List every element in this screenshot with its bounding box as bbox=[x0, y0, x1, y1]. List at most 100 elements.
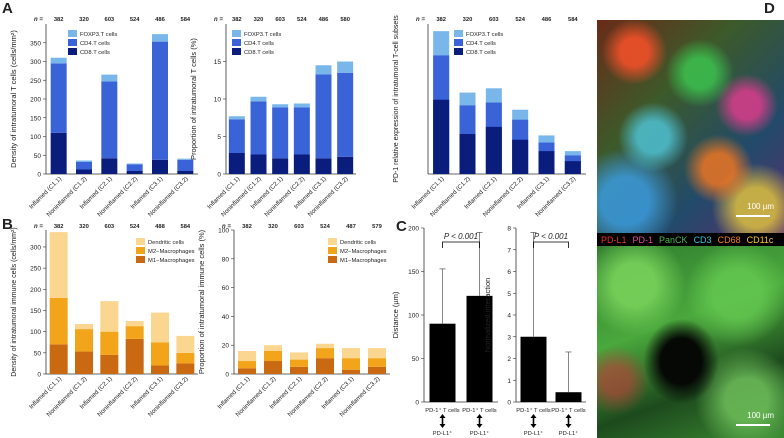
a1-n-1: 320 bbox=[79, 17, 89, 23]
c1-arrowhead-down-0 bbox=[439, 424, 446, 428]
b2-ytick-label-2: 40 bbox=[222, 314, 230, 321]
a2-legend-label-2: CD8.T cells bbox=[244, 50, 274, 56]
a2-bar-1-5 bbox=[337, 72, 354, 157]
a3-bar-2-0 bbox=[433, 99, 450, 174]
c2-ytick-label-5: 5 bbox=[507, 291, 511, 298]
a1-legend-label-0: FOXP3.T cells bbox=[80, 32, 117, 38]
b2-legend-label-0: Dendritic cells bbox=[340, 240, 376, 246]
a2-bar-2-2 bbox=[272, 104, 289, 108]
b1-ytick-label-6: 300 bbox=[30, 244, 41, 251]
b2-ytick-label-0: 0 bbox=[225, 372, 229, 379]
b2-n-prefix: n = bbox=[222, 224, 231, 230]
panel-label-c: C bbox=[396, 218, 407, 235]
b1-bar-0-1 bbox=[75, 351, 93, 374]
c1-bar-0 bbox=[429, 323, 456, 402]
c2-ytick-label-8: 8 bbox=[507, 226, 511, 233]
a3-legend-label-1: CD4.T cells bbox=[466, 41, 496, 47]
b1-n-1: 320 bbox=[79, 224, 89, 230]
a3-legend-label-2: CD8.T cells bbox=[466, 50, 496, 56]
a3-bar-2-5 bbox=[564, 161, 581, 174]
c1-target-a-0: PD-L1⁺ bbox=[433, 430, 453, 437]
b1-ytick-label-3: 150 bbox=[30, 308, 41, 315]
b2-ytick-label-5: 100 bbox=[218, 228, 229, 235]
a1-legend-label-1: CD4.T cells bbox=[80, 41, 110, 47]
b1-bar-1-2 bbox=[100, 331, 119, 355]
c1-ylabel: Distance (µm) bbox=[391, 291, 400, 338]
panel-label-a: A bbox=[2, 0, 13, 17]
a2-n-prefix: n = bbox=[214, 17, 223, 23]
c2-arrowhead-up-0 bbox=[530, 414, 537, 418]
a1-legend-swatch-2 bbox=[68, 48, 77, 55]
c2-bar-0 bbox=[520, 336, 547, 402]
c1-target-a-1: PD-L1⁺ bbox=[470, 430, 490, 437]
a3-legend-swatch-2 bbox=[454, 48, 463, 55]
a2-n-1: 320 bbox=[254, 17, 264, 23]
c2-ylabel: Normalized interaction bbox=[483, 278, 492, 353]
c2-xlabel-1: PD-1⁺ T cells bbox=[551, 407, 586, 414]
a1-ytick-label-1: 50 bbox=[34, 153, 42, 160]
a1-n-5: 584 bbox=[180, 17, 190, 23]
a2-n-4: 486 bbox=[319, 17, 329, 23]
a1-bar-1-3 bbox=[126, 164, 143, 171]
a1-ytick-label-5: 250 bbox=[30, 78, 41, 85]
a1-bar-1-0 bbox=[50, 63, 67, 133]
b2-n-4: 487 bbox=[346, 224, 356, 230]
scale-label-bottom: 100 µm bbox=[747, 411, 774, 420]
c1-arrowhead-up-0 bbox=[439, 414, 446, 418]
b1-ytick-label-0: 0 bbox=[37, 372, 41, 379]
a1-bar-2-5 bbox=[177, 158, 194, 160]
c1-xlabel-1: PD-1⁺ T cells bbox=[462, 407, 497, 414]
a2-n-2: 603 bbox=[275, 17, 285, 23]
a2-bar-1-2 bbox=[272, 107, 289, 159]
a1-ytick-label-2: 100 bbox=[30, 134, 41, 141]
b1-legend-label-2: M1−Macrophages bbox=[148, 258, 195, 264]
scale-label-top: 100 µm bbox=[747, 202, 774, 211]
b1-bar-2-1 bbox=[75, 324, 93, 330]
a1-bar-2-0 bbox=[50, 57, 67, 64]
b1-legend-swatch-2 bbox=[136, 256, 145, 263]
c1-pvalue: P < 0.001 bbox=[444, 232, 478, 241]
b2-bar-2-3 bbox=[316, 343, 334, 349]
b1-ytick-label-1: 50 bbox=[34, 350, 42, 357]
a2-legend-swatch-1 bbox=[232, 39, 241, 46]
c2-arrowhead-down-0 bbox=[530, 424, 537, 428]
b2-n-1: 320 bbox=[268, 224, 278, 230]
b2-legend-swatch-2 bbox=[328, 256, 337, 263]
a1-bar-1-4 bbox=[152, 41, 168, 160]
a1-n-0: 382 bbox=[54, 17, 64, 23]
b2-bar-2-1 bbox=[264, 345, 282, 351]
c1-ytick-label-3: 150 bbox=[408, 269, 419, 276]
a2-legend-label-1: CD4.T cells bbox=[244, 41, 274, 47]
b2-n-2: 603 bbox=[294, 224, 304, 230]
b1-n-2: 603 bbox=[104, 224, 114, 230]
a3-legend-swatch-1 bbox=[454, 39, 463, 46]
b1-legend-label-1: M2−Macrophages bbox=[148, 249, 195, 255]
a1-n-4: 486 bbox=[155, 17, 165, 23]
b1-legend-label-0: Dendritic cells bbox=[148, 240, 184, 246]
c2-ytick-label-0: 0 bbox=[507, 400, 511, 407]
scale-bar-bottom bbox=[736, 424, 770, 426]
a1-bar-1-5 bbox=[177, 159, 194, 171]
a1-legend-swatch-0 bbox=[68, 30, 77, 37]
c1-arrowhead-down-1 bbox=[476, 424, 483, 428]
a1-bar-2-4 bbox=[152, 34, 168, 42]
a2-bar-0-0 bbox=[228, 153, 245, 174]
a2-ytick-label-0: 0 bbox=[217, 172, 221, 179]
b2-bar-2-4 bbox=[342, 348, 360, 359]
c1-ytick-label-0: 0 bbox=[415, 400, 419, 407]
c2-ytick-label-7: 7 bbox=[507, 247, 511, 254]
b1-bar-2-0 bbox=[49, 232, 68, 298]
b1-bar-0-5 bbox=[176, 363, 195, 374]
a2-bar-0-2 bbox=[272, 158, 289, 174]
a1-bar-2-1 bbox=[76, 160, 92, 162]
micro-image-bottom: 100 µm bbox=[597, 246, 784, 438]
b2-bar-2-2 bbox=[290, 352, 308, 360]
b2-legend-swatch-0 bbox=[328, 238, 337, 245]
a2-ytick-label-1: 5 bbox=[217, 134, 221, 141]
a3-ylabel: PD-1 relative expression of intratumoral… bbox=[393, 15, 400, 183]
b1-bar-1-1 bbox=[75, 329, 93, 352]
a2-bar-2-1 bbox=[250, 96, 267, 102]
a1-ytick-label-0: 0 bbox=[37, 172, 41, 179]
a1-bar-0-3 bbox=[126, 171, 143, 174]
c2-target-a-1: PD-L1⁺ bbox=[559, 430, 579, 437]
